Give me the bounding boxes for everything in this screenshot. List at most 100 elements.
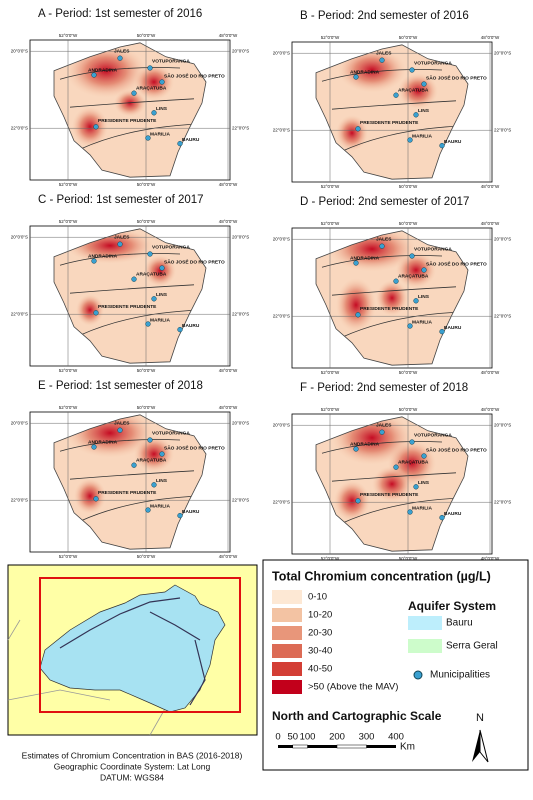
map-outline — [315, 44, 469, 180]
hotspot — [76, 294, 104, 326]
hotspot — [134, 64, 174, 100]
legend-label: 40-50 — [308, 664, 332, 675]
city-label: SÃO JOSÉ DO RIO PRETO — [426, 259, 487, 267]
lon-label: 50°0'0"W — [137, 33, 156, 38]
city-label: ANDRADINA — [88, 67, 118, 73]
lat-label: 22°0'0"S — [11, 125, 28, 130]
lat-label: 22°0'0"S — [232, 497, 249, 502]
city-marker — [379, 429, 385, 435]
hotspot — [336, 115, 368, 151]
lon-label: 50°0'0"W — [399, 407, 418, 412]
footer-line: Estimates of Chromium Concentration in B… — [22, 750, 243, 760]
city-label: MARILIA — [150, 317, 171, 323]
city-label: SÃO JOSÉ DO RIO PRETO — [164, 71, 225, 79]
city-marker — [151, 296, 157, 302]
city-label: VOTUPORANGA — [414, 432, 452, 438]
river — [321, 441, 463, 524]
city-marker — [413, 298, 419, 304]
city-marker — [93, 496, 99, 502]
map-outline — [53, 414, 207, 550]
city-marker — [355, 126, 361, 132]
lat-label: 22°0'0"S — [273, 313, 290, 318]
lon-label: 48°0'0"W — [481, 184, 500, 189]
city-marker — [353, 446, 359, 452]
map-panel: A - Period: 1st semester of 2016 52°0'0"W… — [11, 8, 250, 187]
aquifer-label: Serra Geral — [446, 641, 498, 652]
city-label: LINS — [418, 480, 430, 486]
scale-label: 200 — [329, 732, 345, 743]
city-label: ANDRADINA — [88, 439, 118, 445]
city-marker — [117, 427, 123, 433]
hotspot — [336, 278, 376, 332]
city-label: SÃO JOSÉ DO RIO PRETO — [426, 445, 487, 453]
city-marker — [393, 464, 399, 470]
city-marker — [159, 265, 165, 271]
city-label: JALES — [376, 236, 392, 242]
lat-label: 20°0'0"S — [11, 420, 28, 425]
city-label: ARAÇATUBA — [136, 85, 167, 91]
city-label: SÃO JOSÉ DO RIO PRETO — [164, 443, 225, 451]
hotspot — [134, 436, 174, 472]
river — [321, 255, 463, 338]
city-label: SÃO JOSÉ DO RIO PRETO — [164, 257, 225, 265]
city-marker — [409, 253, 415, 259]
river — [321, 69, 463, 152]
lon-label: 50°0'0"W — [137, 405, 156, 410]
lat-label: 20°0'0"S — [11, 234, 28, 239]
city-label: MARILIA — [412, 319, 433, 325]
city-marker — [393, 92, 399, 98]
lat-label: 20°0'0"S — [232, 420, 249, 425]
city-marker — [159, 79, 165, 85]
lon-label: 48°0'0"W — [481, 221, 500, 226]
aquifer-label: Bauru — [446, 618, 473, 629]
city-marker — [131, 276, 137, 282]
city-label: LINS — [156, 478, 168, 484]
city-marker — [145, 321, 151, 327]
city-marker — [177, 326, 183, 333]
city-label: ARAÇATUBA — [136, 271, 167, 277]
river — [59, 253, 201, 336]
city-label: LINS — [156, 292, 168, 298]
city-marker — [421, 81, 427, 87]
legend-swatch — [272, 590, 302, 604]
city-label: ARAÇATUBA — [398, 459, 429, 465]
city-marker — [379, 243, 385, 249]
footer-line: Geographic Coordinate System: Lat Long — [54, 761, 211, 771]
city-label: BAURU — [444, 511, 462, 517]
city-label: JALES — [114, 420, 130, 426]
panel-title: A - Period: 1st semester of 2016 — [38, 8, 202, 20]
lon-label: 50°0'0"W — [399, 184, 418, 189]
city-label: LINS — [156, 106, 168, 112]
city-marker — [91, 258, 97, 264]
panel-title: E - Period: 1st semester of 2018 — [38, 380, 203, 392]
inset-aquifer — [39, 584, 226, 713]
river — [59, 67, 201, 150]
city-label: LINS — [418, 108, 430, 114]
panel-title: F - Period: 2nd semester of 2018 — [300, 382, 468, 394]
map-panel: B - Period: 2nd semester of 2016 52°0'0"W… — [273, 10, 512, 189]
map-panel: D - Period: 2nd semester of 2017 52°0'0"W… — [273, 196, 512, 375]
city-label: SÃO JOSÉ DO RIO PRETO — [426, 73, 487, 81]
inset-extent — [39, 577, 241, 713]
lon-label: 52°0'0"W — [59, 33, 78, 38]
map-panel: C - Period: 1st semester of 2017 52°0'0"W… — [11, 194, 250, 373]
lat-label: 20°0'0"S — [494, 236, 511, 241]
city-marker — [409, 439, 415, 445]
city-marker — [91, 444, 97, 450]
lat-label: 20°0'0"S — [273, 50, 290, 55]
city-marker — [353, 74, 359, 80]
city-label: JALES — [114, 234, 130, 240]
lon-label: 52°0'0"W — [59, 368, 78, 373]
city-marker — [145, 507, 151, 513]
city-marker — [145, 135, 151, 141]
scale-label: 50 — [287, 732, 298, 743]
hotspot — [372, 466, 412, 502]
map-outline — [315, 416, 469, 552]
city-marker — [409, 67, 415, 73]
legend-swatch — [272, 662, 302, 676]
footer-line: DATUM: WGS84 — [100, 772, 164, 782]
city-marker — [117, 55, 123, 61]
scale-label: 0 — [275, 732, 280, 743]
lon-label: 52°0'0"W — [321, 370, 340, 375]
